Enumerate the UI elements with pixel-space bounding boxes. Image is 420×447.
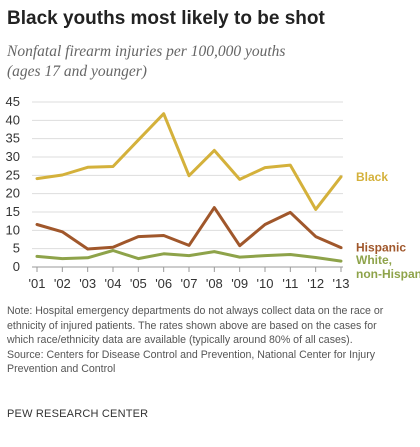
y-tick-label: 5: [13, 241, 20, 256]
y-tick-label: 15: [6, 204, 20, 219]
x-tick-label: '12: [307, 276, 324, 291]
series-label-black: Black: [356, 170, 388, 184]
x-tick-label: '01: [29, 276, 46, 291]
x-tick-label: '13: [333, 276, 350, 291]
y-tick-label: 35: [6, 131, 20, 146]
y-tick-label: 25: [6, 167, 20, 182]
series-label-hispanic: Hispanic: [356, 241, 406, 255]
y-tick-label: 45: [6, 94, 20, 109]
y-tick-label: 0: [13, 259, 20, 274]
series-line-white-non-hispanic: [35, 249, 343, 263]
y-tick-label: 10: [6, 222, 20, 237]
x-tick-label: '09: [231, 276, 248, 291]
y-tick-label: 40: [6, 112, 20, 127]
subtitle-line-1: Nonfatal firearm injuries per 100,000 yo…: [7, 43, 286, 60]
y-tick-label: 30: [6, 149, 20, 164]
series-line-black: [35, 112, 343, 211]
x-tick-label: '11: [282, 276, 298, 291]
x-tick-label: '10: [257, 276, 274, 291]
x-tick-label: '06: [155, 276, 172, 291]
source-org: PEW RESEARCH CENTER: [7, 408, 149, 420]
x-tick-label: '08: [206, 276, 223, 291]
series-label-white-non-hispanic: White,: [356, 253, 392, 267]
x-tick-label: '03: [79, 276, 96, 291]
x-tick-label: '07: [181, 276, 198, 291]
x-tick-label: '05: [130, 276, 147, 291]
subtitle-line-2: (ages 17 and younger): [7, 63, 147, 80]
note-line-2: ethnicity of injured patients. The rates…: [7, 319, 377, 332]
x-tick-label: '02: [54, 276, 71, 291]
y-tick-label: 20: [6, 186, 20, 201]
line-chart: 0 5 10 15 20 25 30 35 40 45 '01 '02 '03 '04 '05 '06 '07 '…: [6, 94, 420, 291]
chart-note: Note: Hospital emergency departments do …: [7, 304, 417, 377]
note-line-5: Prevention and Control: [7, 363, 116, 376]
series-label-white-non-hispanic: non-Hispanic: [356, 267, 420, 281]
note-line-4: Source: Centers for Disease Control and …: [7, 348, 376, 361]
note-line-1: Note: Hospital emergency departments do …: [7, 305, 384, 317]
x-tick-label: '04: [105, 276, 122, 291]
chart-subtitle: Nonfatal firearm injuries per 100,000 yo…: [7, 42, 327, 82]
note-line-3: which race/ethnicity data are available …: [7, 334, 353, 347]
chart-title: Black youths most likely to be shot: [7, 8, 325, 29]
series-line-hispanic: [35, 206, 343, 251]
